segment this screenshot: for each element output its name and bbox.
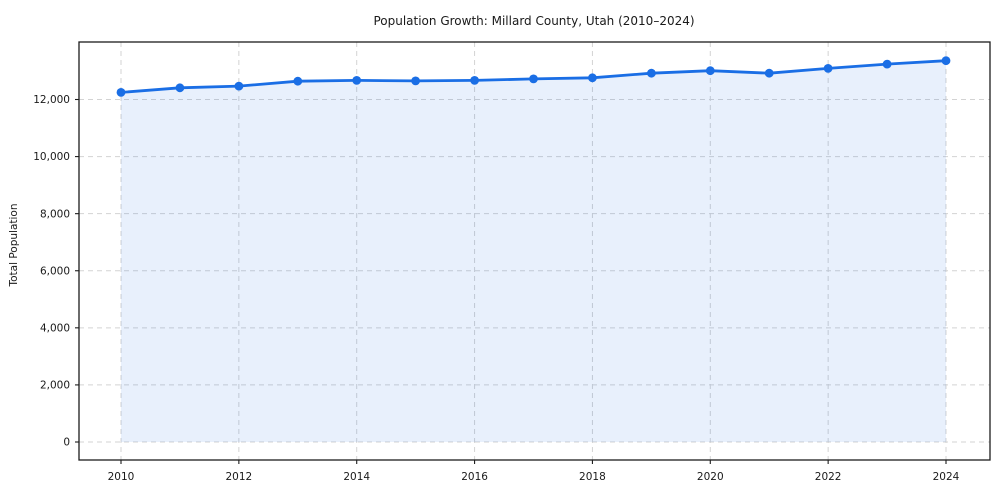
y-tick-label: 4,000 — [40, 322, 70, 334]
data-point — [175, 83, 185, 93]
y-tick-label: 2,000 — [40, 380, 70, 392]
y-tick-label: 10,000 — [33, 151, 70, 163]
x-tick-label: 2020 — [697, 471, 724, 483]
data-point — [116, 88, 126, 97]
x-tick-label: 2022 — [815, 471, 842, 483]
x-tick-label: 2010 — [108, 471, 135, 483]
y-axis-label: Total Population — [8, 203, 20, 287]
tick-layer: 0 2,000 4,000 6,000 8,000 10,000 12,000 2010 201… — [33, 94, 959, 483]
grid-layer — [79, 42, 990, 460]
y-tick-label: 8,000 — [40, 208, 70, 220]
x-tick-label: 2014 — [343, 471, 370, 483]
chart-title: Population Growth: Millard County, Utah … — [373, 14, 694, 28]
data-point — [647, 68, 656, 78]
x-tick-label: 2016 — [461, 471, 488, 483]
y-tick-label: 6,000 — [40, 265, 70, 277]
data-layer — [116, 56, 951, 442]
y-tick-label: 12,000 — [33, 94, 70, 106]
data-point — [234, 81, 244, 91]
data-point — [823, 64, 833, 73]
data-point — [529, 74, 538, 84]
data-point — [588, 73, 597, 83]
data-point — [352, 76, 362, 85]
data-point — [882, 59, 892, 69]
data-point — [293, 76, 303, 86]
data-point — [470, 76, 479, 85]
data-point — [411, 76, 420, 86]
data-point — [764, 68, 774, 78]
x-tick-label: 2024 — [933, 471, 960, 483]
plot-border — [78, 41, 991, 461]
y-tick-label: 0 — [63, 437, 70, 449]
data-point — [705, 66, 715, 76]
data-point — [941, 56, 951, 66]
area-fill — [121, 60, 946, 442]
x-tick-label: 2012 — [225, 471, 252, 483]
x-tick-label: 2018 — [579, 471, 606, 483]
